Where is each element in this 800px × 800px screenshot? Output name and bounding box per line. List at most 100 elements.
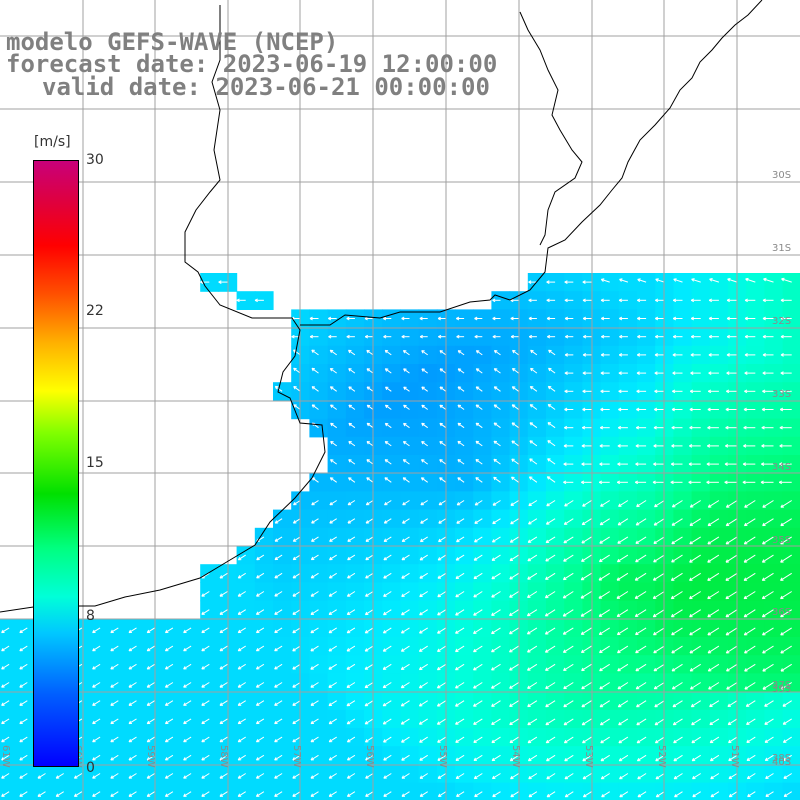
wind-cell (473, 782, 492, 800)
wind-cell (309, 673, 329, 693)
wind-cell (746, 418, 765, 438)
wind-cell (273, 655, 292, 674)
wind-cell (691, 382, 711, 401)
wind-cell (182, 691, 201, 711)
wind-arrow (383, 736, 392, 743)
wind-cell (236, 564, 256, 583)
wind-cell (291, 782, 310, 800)
wind-arrow-head (727, 721, 731, 725)
wind-arrow (709, 736, 720, 744)
wind-arrow (743, 572, 756, 581)
wind-cell (491, 345, 511, 365)
wind-cell (673, 782, 693, 800)
wind-cell (527, 327, 547, 347)
wind-arrow-head (310, 793, 313, 797)
wind-arrow (439, 368, 447, 374)
wind-arrow (19, 663, 28, 670)
wind-cell (673, 273, 693, 292)
wind-arrow (455, 627, 465, 634)
wind-arrow-head (382, 648, 386, 652)
wind-arrow (383, 754, 392, 761)
wind-cell (382, 527, 401, 547)
wind-arrow-head (745, 277, 749, 280)
wind-arrow-head (581, 558, 584, 562)
wind-cell (382, 455, 401, 474)
wind-arrow-head (783, 775, 786, 779)
wind-arrow (509, 700, 519, 707)
wind-arrow-head (219, 575, 222, 579)
wind-arrow-head (437, 557, 441, 561)
wind-arrow (582, 736, 592, 744)
wind-arrow-head (183, 702, 186, 706)
wind-cell (655, 600, 674, 620)
wind-arrow-head (546, 775, 549, 780)
wind-arrow (457, 350, 465, 356)
wind-cell (637, 491, 656, 511)
wind-arrow (492, 773, 501, 780)
wind-arrow (636, 500, 647, 508)
wind-arrow-head (617, 444, 621, 447)
wind-arrow-head (652, 595, 656, 599)
wind-arrow-head (654, 389, 658, 392)
wind-arrow-head (110, 757, 113, 761)
wind-arrow-head (509, 630, 512, 634)
wind-arrow (783, 791, 792, 797)
wind-cell (546, 728, 565, 747)
wind-cell (546, 527, 565, 547)
wind-cell (327, 709, 347, 729)
wind-arrow (618, 754, 629, 762)
wind-arrow-head (689, 668, 693, 672)
wind-cell (36, 764, 56, 784)
wind-cell (309, 655, 329, 674)
wind-arrow-head (780, 371, 784, 374)
wind-arrow-head (706, 480, 710, 483)
wind-arrow (618, 500, 629, 507)
wind-arrow-head (455, 630, 458, 634)
wind-arrow-head (509, 576, 512, 580)
wind-cell (527, 618, 547, 638)
wind-cell (273, 764, 292, 784)
wind-cell (309, 728, 329, 747)
wind-cell (637, 473, 656, 492)
wind-cell (309, 509, 329, 529)
wind-cell (546, 764, 565, 784)
wind-arrow-head (509, 685, 512, 689)
wind-arrow-head (545, 667, 548, 671)
wind-cell (455, 473, 474, 492)
wind-arrow-head (492, 520, 495, 524)
wind-arrow (421, 477, 428, 483)
wind-cell (637, 364, 656, 383)
wind-cell (382, 728, 401, 747)
wind-arrow (37, 773, 46, 779)
wind-arrow (545, 663, 556, 671)
wind-arrow-head (219, 666, 222, 670)
wind-arrow (491, 554, 501, 561)
wind-arrow (146, 627, 155, 634)
wind-arrow-head (619, 793, 622, 798)
wind-arrow (383, 536, 392, 542)
wind-arrow (708, 500, 720, 508)
wind-cell (655, 655, 674, 674)
wind-arrow (729, 791, 738, 798)
wind-arrow (146, 663, 155, 670)
wind-cell (127, 728, 147, 747)
wind-cell (618, 509, 638, 529)
wind-arrow-head (492, 502, 495, 506)
wind-arrow-head (419, 630, 422, 634)
wind-arrow-head (655, 298, 659, 301)
wind-cell (236, 746, 256, 765)
wind-arrow-head (688, 480, 692, 483)
wind-cell (764, 436, 784, 456)
wind-arrow (292, 773, 301, 779)
wind-arrow-head (761, 559, 765, 563)
wind-cell (564, 364, 583, 383)
wind-cell (309, 345, 329, 365)
wind-arrow-head (329, 501, 332, 506)
wind-arrow-head (581, 444, 585, 447)
wind-arrow-head (492, 793, 495, 797)
wind-cell (200, 746, 219, 765)
wind-cell (109, 655, 128, 674)
wind-arrow (201, 700, 210, 706)
wind-arrow (475, 477, 483, 483)
wind-arrow-head (582, 298, 586, 301)
